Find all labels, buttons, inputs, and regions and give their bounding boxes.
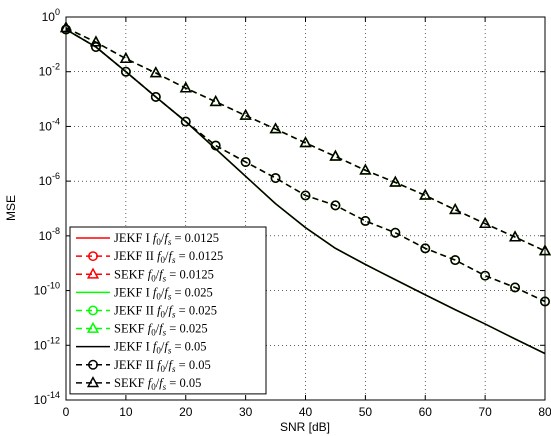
data-point-marker (300, 190, 311, 201)
data-point-marker (390, 227, 401, 238)
data-point-marker (210, 140, 221, 151)
legend-label: JEKF II f0/fs = 0.025 (114, 303, 217, 319)
y-tick-label: 10-12 (34, 335, 60, 352)
series-line (65, 27, 546, 252)
x-tick-label: 0 (63, 405, 70, 419)
x-tick-label: 10 (119, 405, 133, 419)
x-axis-label: SNR [dB] (280, 420, 330, 434)
x-tick-label: 30 (239, 405, 253, 419)
x-tick-label: 40 (299, 405, 313, 419)
data-point-marker (329, 149, 342, 161)
x-tick-label: 70 (478, 405, 492, 419)
legend-item: JEKF II f0/fs = 0.025 (76, 303, 217, 319)
data-point-marker (419, 188, 432, 200)
series-9 (59, 21, 551, 256)
legend-marker (88, 359, 98, 370)
series-layer (59, 21, 551, 355)
y-tick-label: 10-10 (34, 281, 60, 298)
data-point-marker (299, 136, 312, 148)
legend-label: SEKF f0/fs = 0.05 (114, 376, 201, 392)
legend-item: JEKF I f0/fs = 0.0125 (76, 231, 219, 247)
data-point-marker (508, 230, 522, 242)
data-point-marker (209, 94, 222, 107)
legend-marker (88, 305, 98, 316)
data-point-marker (150, 91, 161, 102)
x-tick-labels: 0 10 20 30 40 50 60 70 80 (63, 405, 551, 419)
data-point-marker (120, 66, 131, 77)
legend-marker (86, 321, 100, 333)
y-tick-label: 10-14 (34, 390, 60, 407)
x-tick-label: 50 (359, 405, 373, 419)
legend: JEKF I f0/fs = 0.0125 JEKF II f0/fs = 0.0… (69, 226, 267, 395)
y-tick-labels: 100 10-2 10-4 10-6 10-8 10-10 10-12 10-14 (34, 7, 60, 407)
legend-label: JEKF I f0/fs = 0.0125 (114, 231, 219, 247)
y-tick-label: 10-4 (39, 116, 60, 133)
series-7 (65, 28, 546, 355)
y-tick-label: 10-6 (39, 171, 60, 188)
series-line (65, 28, 546, 355)
y-tick-label: 10-2 (39, 62, 60, 79)
legend-item: SEKF f0/fs = 0.05 (76, 376, 201, 392)
y-tick-label: 100 (42, 7, 60, 24)
legend-label: JEKF I f0/fs = 0.025 (114, 285, 213, 301)
data-point-marker (359, 163, 372, 175)
data-point-marker (89, 35, 103, 47)
data-point-marker (420, 243, 431, 254)
data-point-marker (269, 122, 282, 134)
data-point-marker (480, 270, 491, 281)
y-axis-label: MSE (4, 195, 18, 221)
legend-item: JEKF I f0/fs = 0.025 (76, 285, 213, 301)
legend-item: JEKF I f0/fs = 0.05 (76, 340, 207, 356)
axis-ticks (65, 16, 546, 401)
data-point-marker (360, 216, 371, 226)
legend-item: JEKF II f0/fs = 0.05 (76, 358, 211, 374)
x-tick-label: 20 (179, 405, 193, 419)
legend-marker (86, 267, 100, 279)
legend-label: JEKF II f0/fs = 0.05 (114, 358, 211, 374)
x-tick-label: 60 (419, 405, 433, 419)
data-point-marker (119, 51, 132, 64)
data-point-marker (510, 282, 521, 293)
legend-item: SEKF f0/fs = 0.0125 (76, 267, 214, 283)
data-point-marker (450, 255, 461, 266)
legend-marker (86, 376, 100, 388)
legend-marker (88, 251, 98, 262)
legend-label: JEKF II f0/fs = 0.0125 (114, 249, 223, 265)
y-tick-label: 10-8 (39, 226, 60, 243)
data-point-marker (240, 157, 251, 167)
data-point-marker (149, 66, 162, 78)
data-point-marker (389, 175, 402, 187)
data-point-marker (180, 116, 191, 127)
legend-item: SEKF f0/fs = 0.025 (76, 322, 208, 338)
legend-label: JEKF I f0/fs = 0.05 (114, 340, 207, 356)
data-point-marker (449, 202, 462, 215)
legend-label: SEKF f0/fs = 0.0125 (114, 267, 214, 283)
data-point-marker (479, 216, 492, 228)
data-point-marker (270, 173, 281, 183)
data-point-marker (239, 108, 252, 120)
legend-box (69, 226, 267, 395)
legend-item: JEKF II f0/fs = 0.0125 (76, 249, 223, 265)
data-point-marker (330, 200, 341, 211)
legend-label: SEKF f0/fs = 0.025 (114, 322, 208, 338)
series-line (65, 28, 546, 303)
data-point-marker (179, 81, 192, 93)
x-tick-label: 80 (538, 405, 551, 419)
